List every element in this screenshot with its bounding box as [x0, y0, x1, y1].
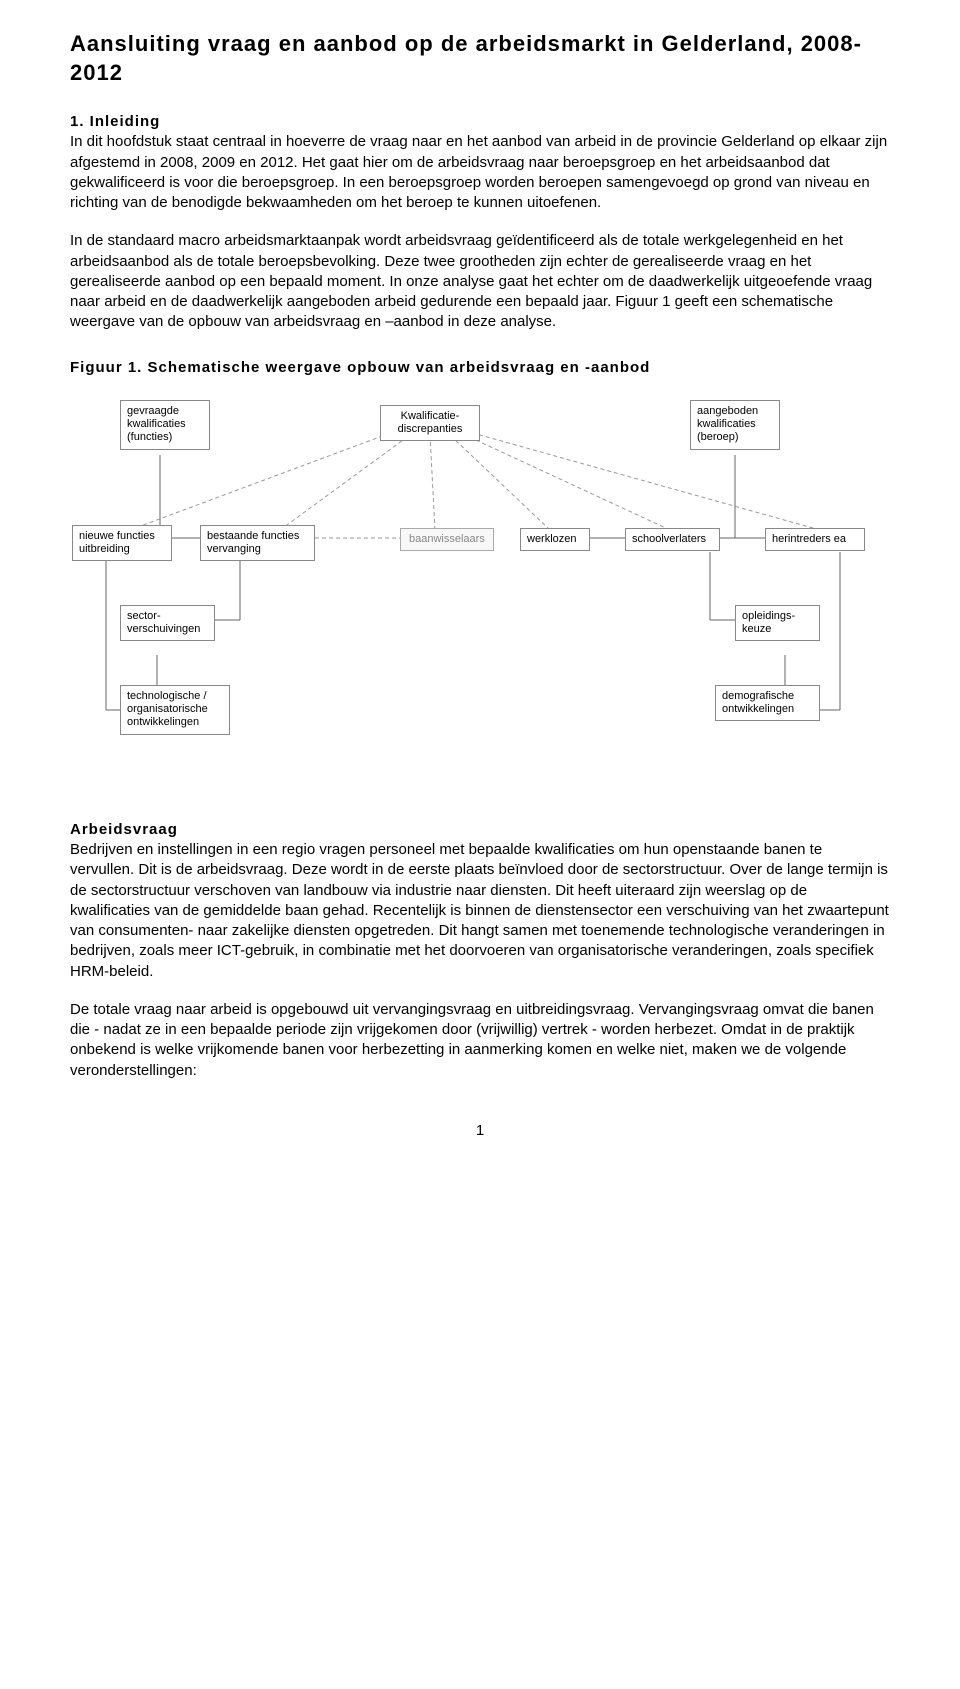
- box-schoolverlaters: schoolverlaters: [625, 528, 720, 551]
- figure-1-diagram: gevraagdekwalificaties(functies) Kwalifi…: [70, 390, 890, 790]
- para-2: In de standaard macro arbeidsmarktaanpak…: [70, 231, 890, 332]
- box-opleidings: opleidings-keuze: [735, 605, 820, 641]
- section-1: 1. Inleiding In dit hoofdstuk staat cent…: [70, 112, 890, 213]
- box-aangeboden: aangebodenkwalificaties(beroep): [690, 400, 780, 450]
- para-1: In dit hoofdstuk staat centraal in hoeve…: [70, 133, 887, 211]
- para-4: De totale vraag naar arbeid is opgebouwd…: [70, 1000, 890, 1081]
- box-sector: sector-verschuivingen: [120, 605, 215, 641]
- box-nieuwe-functies: nieuwe functiesuitbreiding: [72, 525, 172, 561]
- box-discrepanties: Kwalificatie-discrepanties: [380, 405, 480, 441]
- box-baanwisselaars: baanwisselaars: [400, 528, 494, 551]
- arbeidsvraag-heading: Arbeidsvraag: [70, 821, 178, 838]
- box-tech: technologische /organisatorischeontwikke…: [120, 685, 230, 735]
- figure-1-caption: Figuur 1. Schematische weergave opbouw v…: [70, 358, 890, 378]
- page-number: 1: [70, 1121, 890, 1141]
- section-1-heading: 1. Inleiding: [70, 113, 160, 130]
- page-title: Aansluiting vraag en aanbod op de arbeid…: [70, 30, 890, 87]
- box-bestaande-functies: bestaande functiesvervanging: [200, 525, 315, 561]
- box-demo: demografischeontwikkelingen: [715, 685, 820, 721]
- para-3: Bedrijven en instellingen in een regio v…: [70, 841, 889, 980]
- box-herintreders: herintreders ea: [765, 528, 865, 551]
- box-gevraagde: gevraagdekwalificaties(functies): [120, 400, 210, 450]
- box-werklozen: werklozen: [520, 528, 590, 551]
- section-arbeidsvraag: Arbeidsvraag Bedrijven en instellingen i…: [70, 820, 890, 982]
